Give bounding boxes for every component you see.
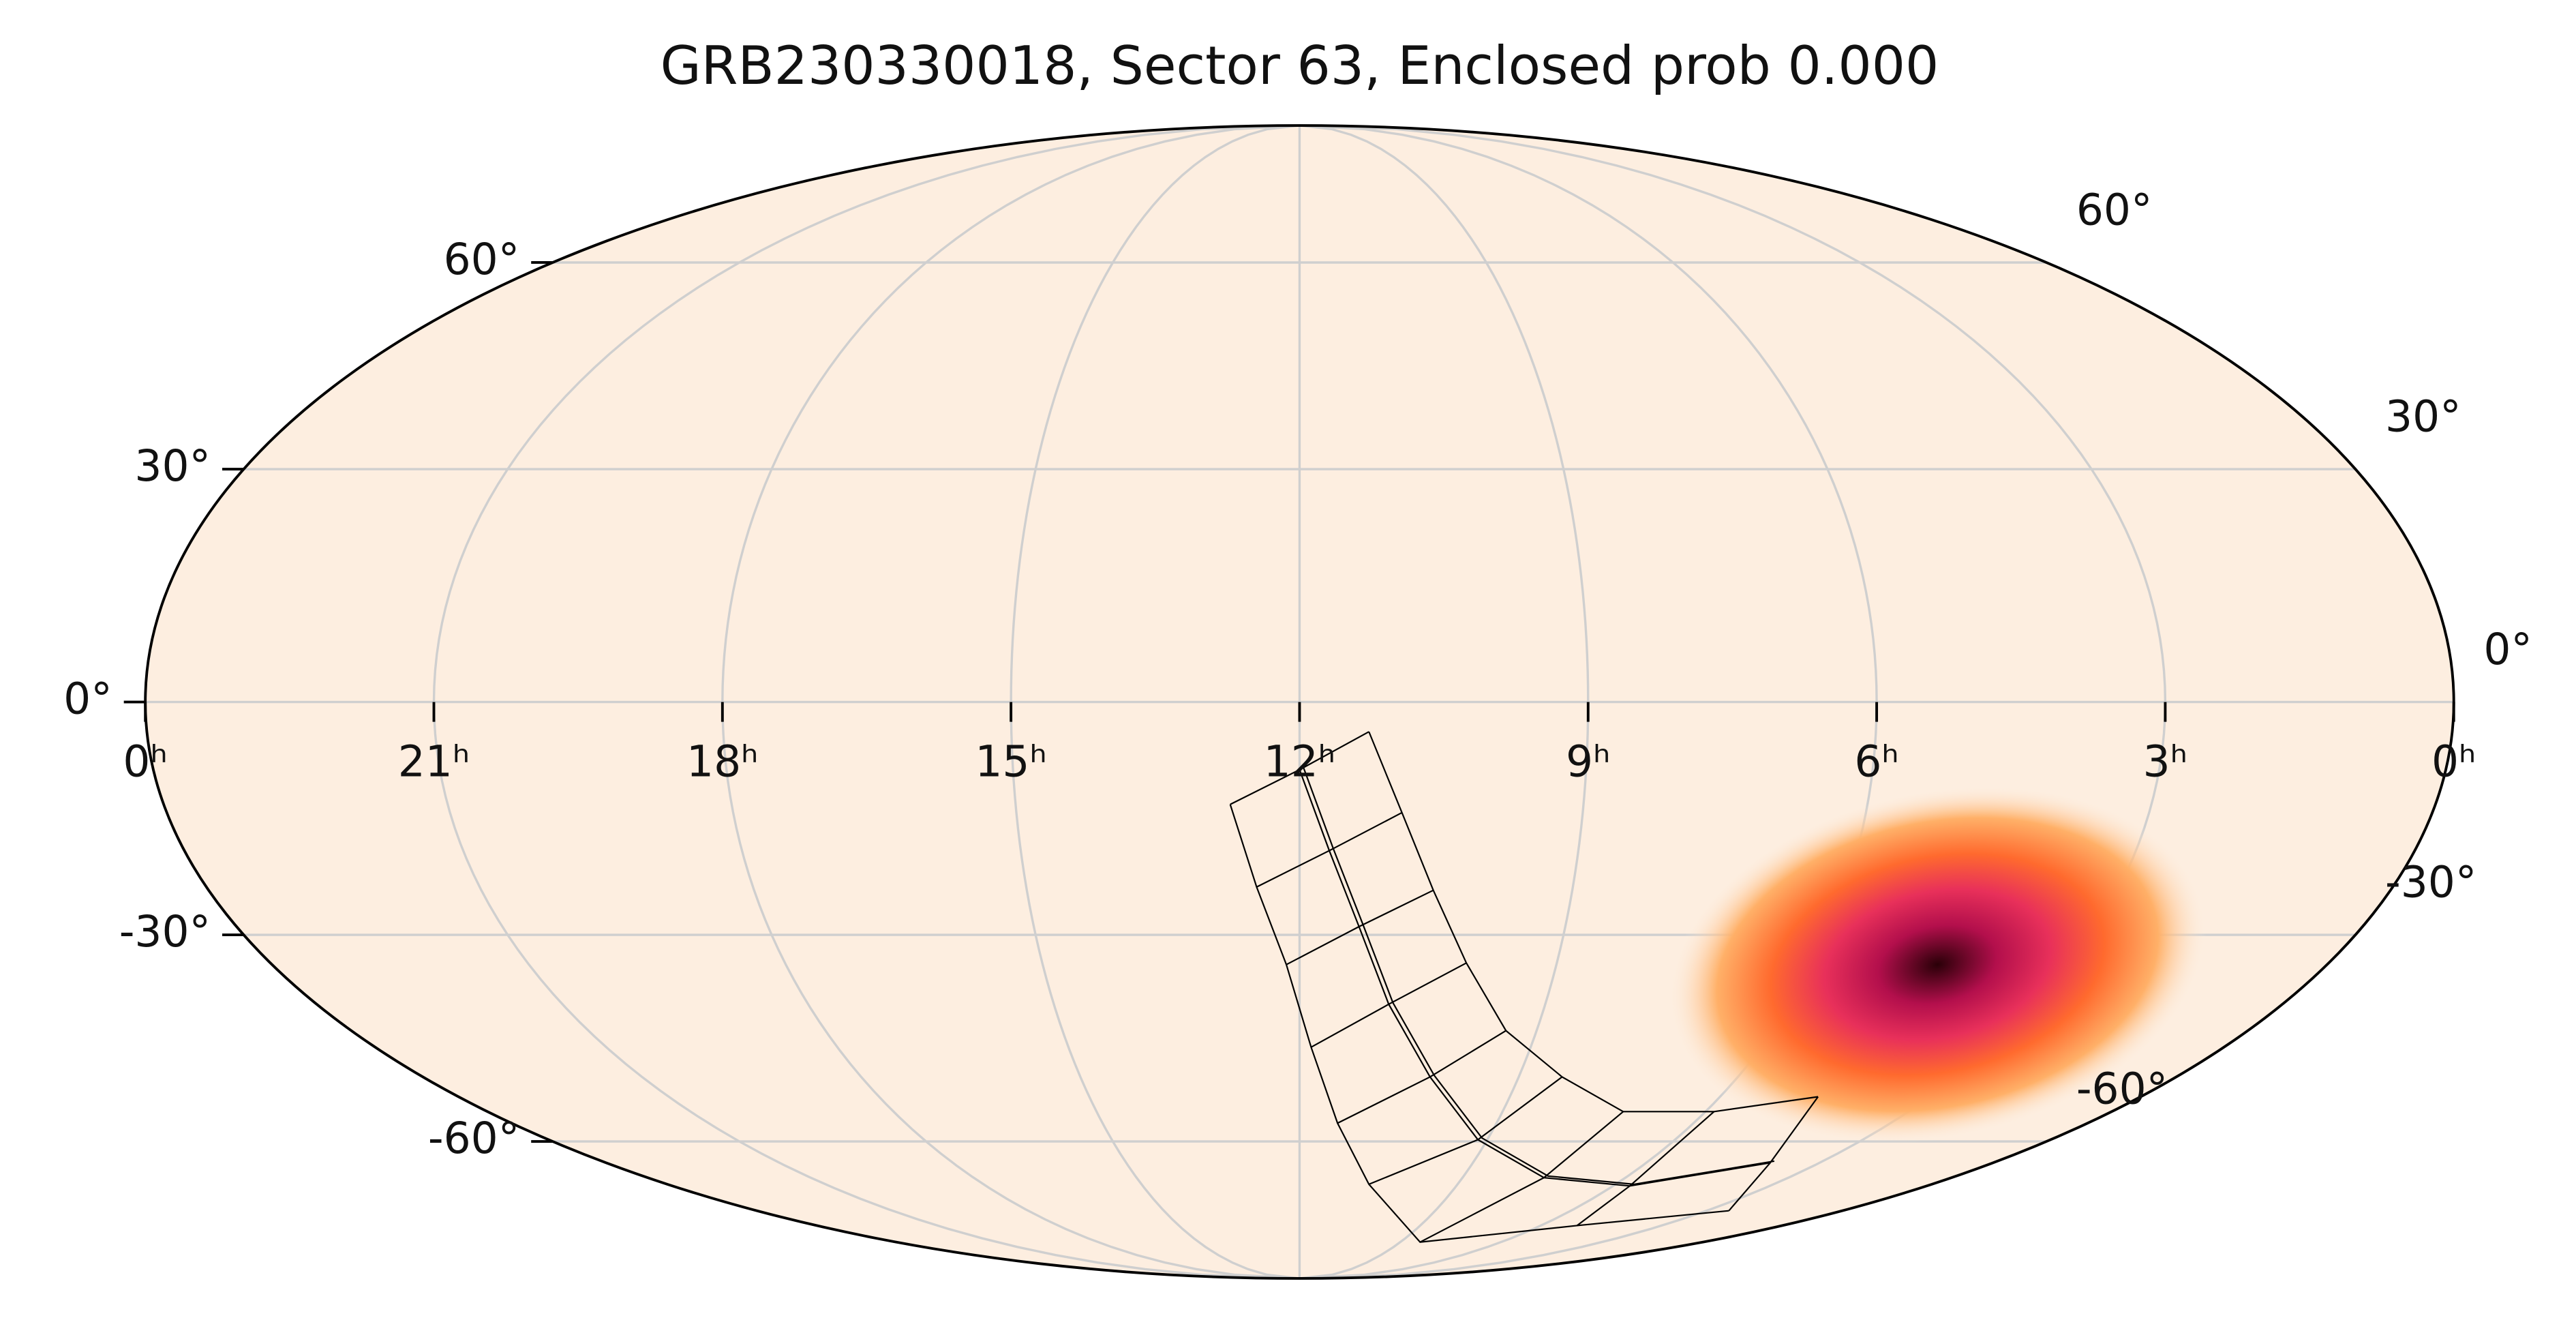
footprint-edge xyxy=(1310,962,1467,1048)
probability-map xyxy=(1668,785,2207,1143)
footprint-edge xyxy=(1368,1076,1563,1185)
x-tick-label: 3ʰ xyxy=(2143,737,2188,787)
footprint-edge xyxy=(1286,889,1434,965)
probability-peak xyxy=(1668,785,2207,1143)
y-tick-label: -30° xyxy=(2385,857,2476,907)
x-tick-label: 18ʰ xyxy=(686,737,759,787)
y-tick-label: 60° xyxy=(2076,185,2153,235)
footprint-edge xyxy=(1419,1111,1624,1243)
y-tick-label: 0° xyxy=(2483,625,2532,674)
footprint-edge xyxy=(1728,1096,1819,1212)
footprint-edge xyxy=(1337,1030,1506,1124)
x-tick-label: 21ʰ xyxy=(398,737,470,787)
x-tick-label: 6ʰ xyxy=(1854,737,1899,787)
y-tick-label: -60° xyxy=(428,1113,519,1163)
tick-labels: 0ʰ 21ʰ 18ʰ 15ʰ 12ʰ 9ʰ 6ʰ 3ʰ 0ʰ 60° 60° 30° 30° 0° 0° -3… xyxy=(63,185,2532,1163)
y-tick-label: -30° xyxy=(119,907,211,957)
y-tick-label: -60° xyxy=(2076,1064,2168,1113)
chart-title: GRB230330018, Sector 63, Enclosed prob 0… xyxy=(661,35,1939,97)
x-tick-label: 9ʰ xyxy=(1566,737,1611,787)
footprint-edge xyxy=(1576,1111,1715,1227)
x-tick-label: 15ʰ xyxy=(975,737,1047,787)
footprint-edge xyxy=(1256,811,1403,888)
y-tick-label: 30° xyxy=(2385,391,2461,441)
x-tick-label: 12ʰ xyxy=(1264,737,1336,787)
footprint-edge xyxy=(1230,731,1369,805)
y-tick-label: 60° xyxy=(444,235,520,284)
x-tick-label: 0ʰ xyxy=(2431,737,2476,787)
y-tick-label: 30° xyxy=(134,441,211,491)
x-tick-label: 0ʰ xyxy=(123,737,168,787)
sector-footprint xyxy=(1229,731,1819,1243)
y-tick-label: 0° xyxy=(63,674,112,724)
